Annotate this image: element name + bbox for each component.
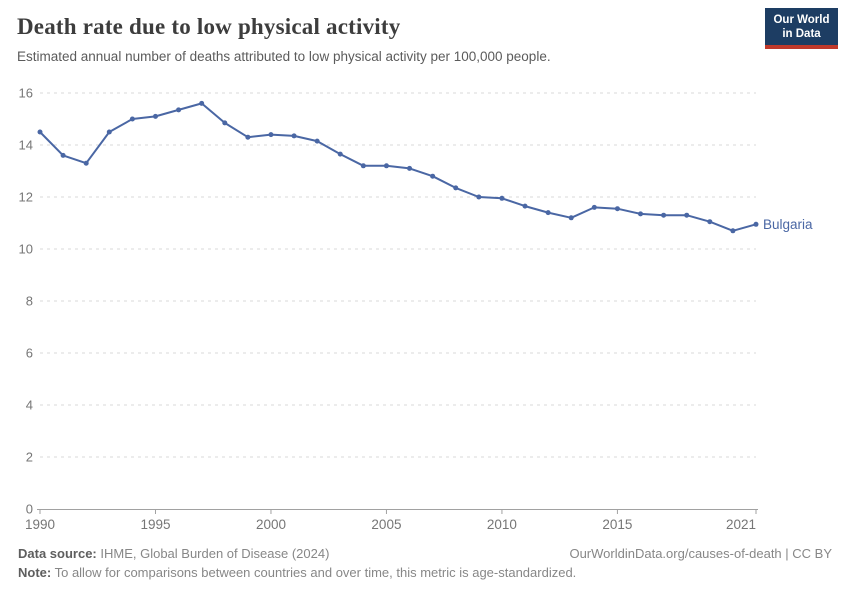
y-tick-label: 0 <box>26 502 33 517</box>
data-source-label: Data source: <box>18 546 97 561</box>
owid-logo-text: Our World in Data <box>765 8 838 45</box>
x-tick-label: 1990 <box>25 517 55 532</box>
y-tick-label: 16 <box>19 86 33 101</box>
series-line[interactable] <box>39 102 757 232</box>
data-point[interactable] <box>730 228 736 234</box>
owid-logo-red-bar <box>765 45 838 49</box>
note-label: Note: <box>18 565 52 580</box>
y-tick-label: 6 <box>26 346 33 361</box>
data-point[interactable] <box>568 215 574 221</box>
chart-title: Death rate due to low physical activity <box>17 14 401 39</box>
data-point[interactable] <box>707 219 713 225</box>
note: Note: To allow for comparisons between c… <box>18 565 576 580</box>
data-source: Data source: IHME, Global Burden of Dise… <box>18 544 329 563</box>
x-tick-label: 1995 <box>140 517 170 532</box>
note-text: To allow for comparisons between countri… <box>51 565 577 580</box>
chart-footer: Data source: IHME, Global Burden of Dise… <box>18 544 832 582</box>
x-tick-label: 2000 <box>256 517 286 532</box>
owid-logo[interactable]: Our World in Data <box>765 8 838 49</box>
y-tick-label: 10 <box>19 242 33 257</box>
data-point[interactable] <box>245 134 251 140</box>
x-tick-label: 2021 <box>726 517 756 532</box>
data-point[interactable] <box>337 151 343 157</box>
data-point[interactable] <box>383 163 389 169</box>
y-tick-label: 2 <box>26 450 33 465</box>
data-point[interactable] <box>591 204 597 210</box>
data-point[interactable] <box>430 173 436 179</box>
data-point[interactable] <box>291 133 297 139</box>
y-tick-label: 14 <box>19 138 33 153</box>
data-point[interactable] <box>106 129 112 135</box>
data-point[interactable] <box>614 206 620 212</box>
owid-logo-line1: Our World <box>773 14 830 26</box>
series-end-label: Bulgaria <box>763 217 813 232</box>
data-point[interactable] <box>152 113 158 119</box>
x-tick-label: 2010 <box>487 517 517 532</box>
data-point[interactable] <box>476 194 482 200</box>
data-point[interactable] <box>129 116 135 122</box>
line-chart-canvas[interactable]: 0 2 4 6 8 10 12 14 16 1990 1995 2000 2005 2010 2015 202… <box>0 0 850 545</box>
data-point[interactable] <box>222 120 228 126</box>
data-point[interactable] <box>499 195 505 201</box>
y-tick-label: 4 <box>26 398 33 413</box>
chart-subtitle: Estimated annual number of deaths attrib… <box>17 49 551 64</box>
data-point[interactable] <box>60 152 66 158</box>
data-point[interactable] <box>522 203 528 209</box>
data-point[interactable] <box>684 212 690 218</box>
x-tick-label: 2005 <box>371 517 401 532</box>
data-point[interactable] <box>176 107 182 113</box>
data-point[interactable] <box>407 165 413 171</box>
data-point[interactable] <box>37 129 43 135</box>
data-source-text: IHME, Global Burden of Disease (2024) <box>96 546 330 561</box>
data-point[interactable] <box>638 211 644 217</box>
x-tick-label: 2015 <box>602 517 632 532</box>
owid-logo-line2: in Data <box>782 28 821 40</box>
data-point[interactable] <box>314 138 320 144</box>
data-point[interactable] <box>661 212 667 218</box>
data-point[interactable] <box>753 221 759 227</box>
y-tick-label: 8 <box>26 294 33 309</box>
owid-url-link[interactable]: OurWorldinData.org/causes-of-death | CC … <box>569 546 832 561</box>
y-tick-label: 12 <box>19 190 33 205</box>
data-point[interactable] <box>545 210 551 216</box>
data-point[interactable] <box>268 132 274 138</box>
data-point[interactable] <box>360 163 366 169</box>
data-point[interactable] <box>453 185 459 191</box>
data-point[interactable] <box>199 100 205 106</box>
data-point[interactable] <box>83 160 89 166</box>
chart-header: Death rate due to low physical activity … <box>17 14 747 64</box>
